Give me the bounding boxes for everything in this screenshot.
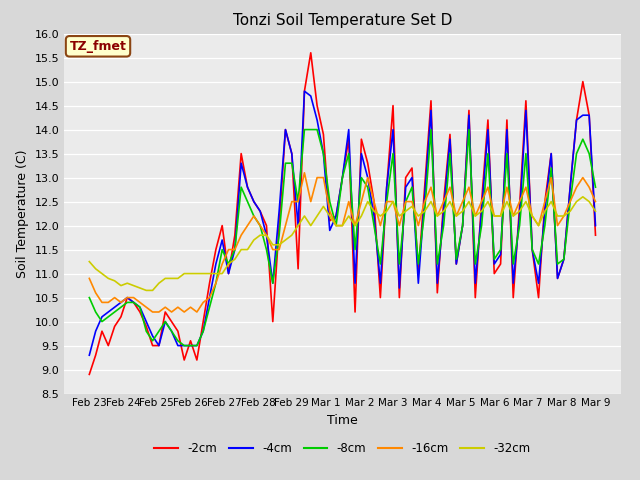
-4cm xyxy=(465,112,473,118)
-32cm xyxy=(86,259,93,264)
Line: -2cm: -2cm xyxy=(90,53,595,374)
-32cm xyxy=(591,208,599,214)
-32cm xyxy=(547,199,555,204)
-4cm xyxy=(86,352,93,358)
-4cm xyxy=(408,175,416,180)
-16cm xyxy=(509,213,517,219)
-16cm xyxy=(301,170,308,176)
-8cm xyxy=(180,343,188,348)
-16cm xyxy=(148,309,156,315)
Title: Tonzi Soil Temperature Set D: Tonzi Soil Temperature Set D xyxy=(233,13,452,28)
-2cm xyxy=(408,165,416,171)
-16cm xyxy=(86,276,93,281)
-16cm xyxy=(415,223,422,228)
-2cm xyxy=(465,108,473,113)
-8cm xyxy=(301,127,308,132)
-4cm xyxy=(503,127,511,132)
-32cm xyxy=(579,194,587,200)
-16cm xyxy=(472,213,479,219)
Line: -4cm: -4cm xyxy=(90,91,595,355)
-8cm xyxy=(534,261,542,267)
Legend: -2cm, -4cm, -8cm, -16cm, -32cm: -2cm, -4cm, -8cm, -16cm, -32cm xyxy=(150,437,535,460)
-4cm xyxy=(591,223,599,228)
-2cm xyxy=(591,232,599,238)
-4cm xyxy=(370,213,378,219)
-16cm xyxy=(376,223,384,228)
-4cm xyxy=(547,151,555,156)
-32cm xyxy=(503,199,511,204)
-8cm xyxy=(472,261,479,267)
Text: TZ_fmet: TZ_fmet xyxy=(70,40,127,53)
-4cm xyxy=(301,88,308,94)
-16cm xyxy=(554,223,561,228)
-32cm xyxy=(408,204,416,209)
-2cm xyxy=(86,372,93,377)
-16cm xyxy=(534,223,542,228)
Line: -16cm: -16cm xyxy=(90,173,595,312)
-32cm xyxy=(529,213,536,219)
Line: -32cm: -32cm xyxy=(90,197,595,290)
-32cm xyxy=(465,199,473,204)
-32cm xyxy=(370,208,378,214)
-2cm xyxy=(503,117,511,123)
X-axis label: Time: Time xyxy=(327,414,358,427)
-8cm xyxy=(86,295,93,300)
-8cm xyxy=(415,261,422,267)
Y-axis label: Soil Temperature (C): Soil Temperature (C) xyxy=(16,149,29,278)
-2cm xyxy=(307,50,315,56)
-2cm xyxy=(370,199,378,204)
-16cm xyxy=(591,199,599,204)
-2cm xyxy=(529,247,536,252)
-32cm xyxy=(143,288,150,293)
-8cm xyxy=(554,261,561,267)
-8cm xyxy=(591,184,599,190)
Line: -8cm: -8cm xyxy=(90,130,595,346)
-2cm xyxy=(547,151,555,156)
-4cm xyxy=(529,247,536,252)
-8cm xyxy=(509,261,517,267)
-8cm xyxy=(376,261,384,267)
